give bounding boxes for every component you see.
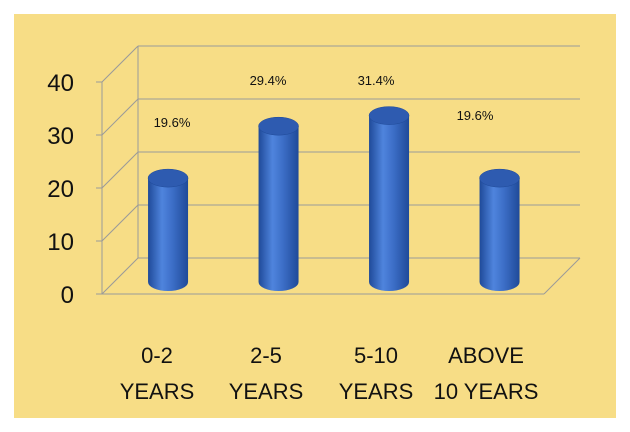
chart-background: [14, 14, 616, 418]
data-label: 29.4%: [250, 73, 287, 88]
bar: [368, 106, 410, 292]
bar-layer: [147, 106, 520, 292]
x-category-label: 2-5: [250, 343, 282, 368]
y-tick-label: 10: [47, 229, 74, 256]
gridline-depth: [101, 204, 139, 242]
bar-top: [479, 168, 520, 188]
x-category-label: YEARS: [120, 379, 195, 404]
y-tick-label: 0: [61, 282, 74, 309]
data-label: 19.6%: [154, 115, 191, 130]
x-category-label: ABOVE: [448, 343, 524, 368]
y-tick-label: 40: [47, 70, 74, 97]
gridline-depth: [101, 45, 139, 83]
bar: [258, 116, 299, 292]
bar-body: [369, 115, 410, 292]
bar-top: [258, 116, 299, 136]
bar-top: [368, 106, 410, 125]
label-layer: 0 10 20 30 40 19.6% 0-2 YEARS 29.4% 2-5 YEARS 31.4%…: [47, 70, 538, 404]
x-category-label: YEARS: [229, 379, 304, 404]
gridline-depth: [101, 98, 139, 136]
bar-body: [258, 126, 299, 292]
data-label: 31.4%: [358, 73, 395, 88]
bar: [147, 168, 189, 292]
y-tick-label: 20: [47, 176, 74, 203]
gridline-depth: [101, 257, 139, 295]
y-tick-label: 30: [47, 123, 74, 150]
x-category-label: 0-2: [141, 343, 173, 368]
bar-top: [147, 168, 189, 188]
axis-layer: [96, 46, 581, 295]
floor-right-edge: [543, 257, 581, 295]
data-label: 19.6%: [457, 108, 494, 123]
x-category-label: 5-10: [354, 343, 398, 368]
x-category-label: 10 YEARS: [434, 379, 539, 404]
bar-body: [148, 178, 189, 292]
gridline-depth: [101, 151, 139, 189]
bar-body: [479, 178, 520, 292]
x-category-label: YEARS: [339, 379, 414, 404]
bar: [479, 168, 520, 292]
